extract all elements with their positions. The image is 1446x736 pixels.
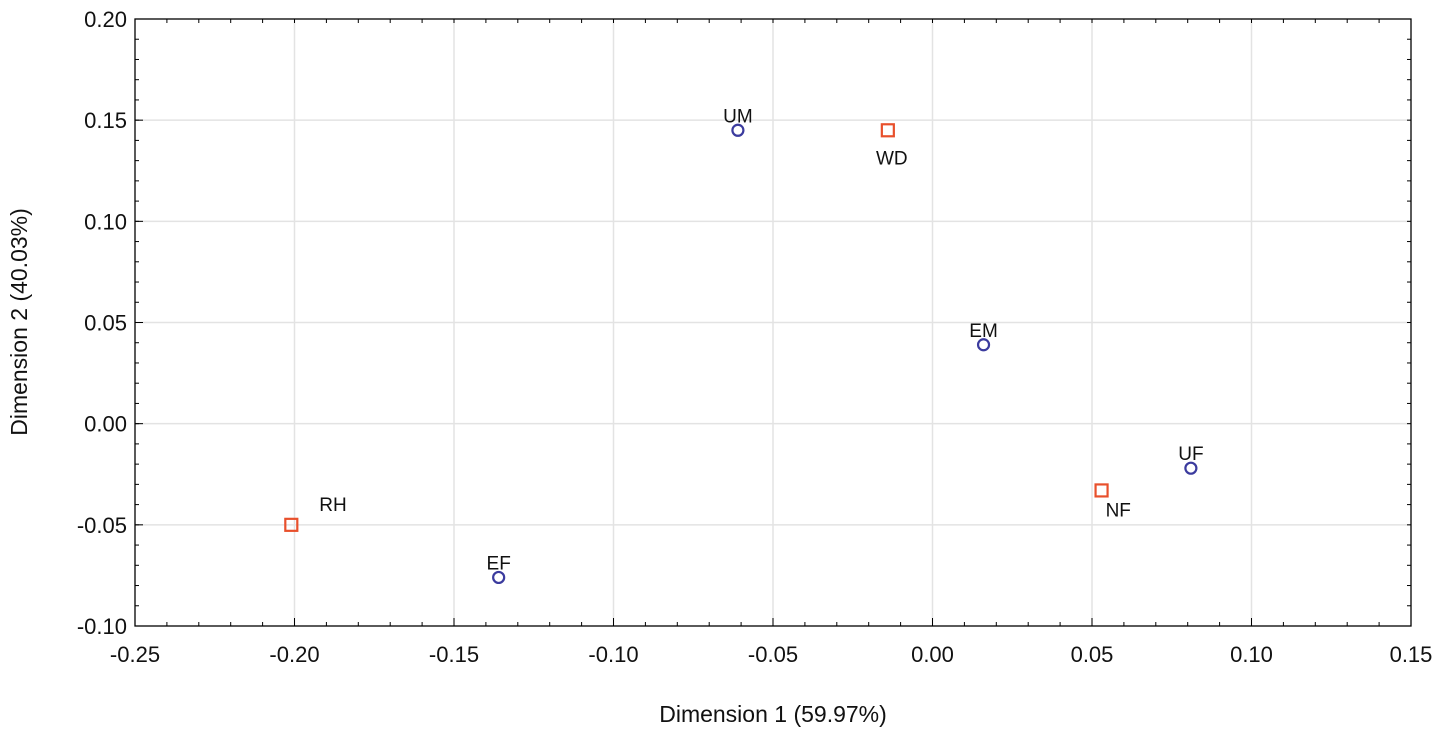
x-tick-label: 0.10	[1230, 642, 1273, 667]
x-tick-label: -0.15	[429, 642, 479, 667]
y-axis-label: Dimension 2 (40.03%)	[6, 208, 32, 436]
points: UM EM UF EF WD NF RH	[284, 106, 1204, 585]
grid	[135, 19, 1411, 626]
y-tick-label: -0.05	[77, 513, 127, 538]
y-tick-label: 0.05	[84, 311, 127, 336]
y-tick-label: 0.15	[84, 108, 127, 133]
x-tick-label: -0.20	[269, 642, 319, 667]
point-label: WD	[876, 148, 908, 169]
point-label: UF	[1178, 444, 1203, 465]
y-tick-label: -0.10	[77, 614, 127, 639]
y-tick-label: 0.10	[84, 209, 127, 234]
y-tick-label: 0.20	[84, 7, 127, 32]
x-tick-label: 0.05	[1071, 642, 1114, 667]
point-em	[976, 338, 991, 352]
point-um	[731, 123, 745, 137]
point-uf	[1184, 461, 1198, 475]
point-label: UM	[723, 106, 753, 127]
point-label: EM	[969, 321, 998, 342]
x-tick-label: 0.15	[1390, 642, 1433, 667]
point-ef	[492, 570, 506, 585]
ticks: -0.25 -0.20 -0.15 -0.10 -0.05 0.00 0.05 0.10 0.1…	[77, 7, 1433, 667]
point-nf	[1094, 483, 1109, 498]
point-label: NF	[1106, 500, 1131, 521]
x-tick-label: -0.10	[588, 642, 638, 667]
point-rh	[284, 517, 299, 532]
point-label: EF	[487, 553, 511, 574]
x-tick-label: 0.00	[911, 642, 954, 667]
y-tick-label: 0.00	[84, 412, 127, 437]
point-label: RH	[319, 495, 346, 516]
x-tick-label: -0.25	[110, 642, 160, 667]
x-axis-label: Dimension 1 (59.97%)	[659, 701, 887, 727]
x-tick-label: -0.05	[748, 642, 798, 667]
point-wd	[880, 123, 895, 138]
